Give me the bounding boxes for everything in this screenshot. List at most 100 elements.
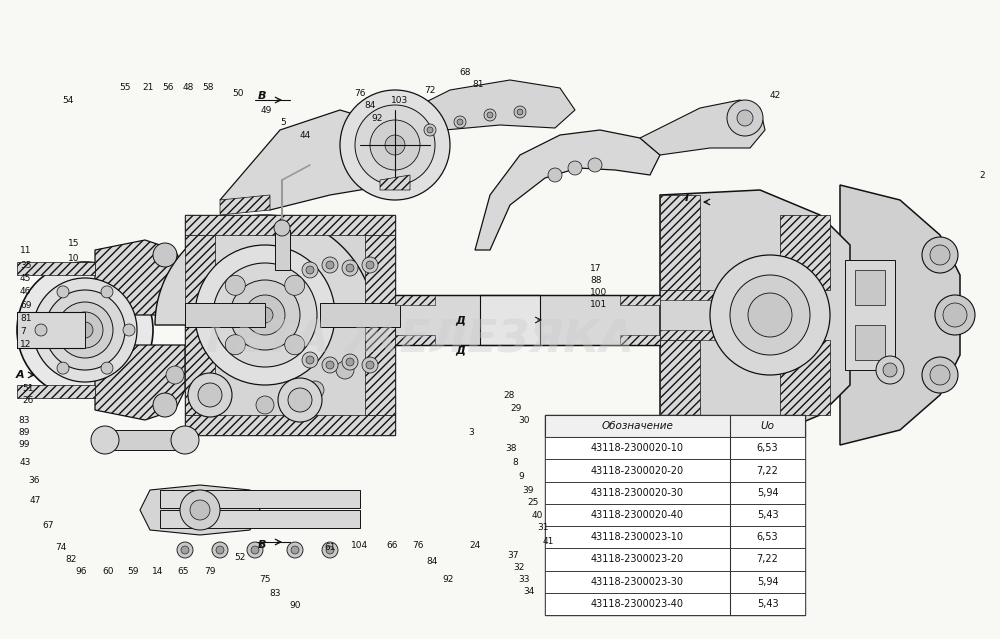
Text: 43118-2300020-30: 43118-2300020-30 [591, 488, 684, 498]
Text: 17: 17 [590, 263, 602, 272]
Text: 49: 49 [260, 105, 272, 114]
Text: 7,22: 7,22 [757, 555, 778, 564]
Circle shape [225, 275, 245, 295]
Circle shape [457, 119, 463, 125]
Text: 43118-2300023-10: 43118-2300023-10 [591, 532, 684, 543]
Circle shape [33, 278, 137, 382]
Bar [545, 459, 805, 482]
Text: 69: 69 [20, 300, 32, 309]
Text: 100: 100 [590, 288, 607, 296]
Circle shape [326, 361, 334, 369]
Circle shape [306, 356, 314, 364]
Circle shape [346, 264, 354, 272]
Circle shape [247, 542, 263, 558]
Circle shape [198, 383, 222, 407]
Circle shape [291, 546, 299, 554]
Circle shape [366, 361, 374, 369]
Circle shape [213, 263, 317, 367]
Text: 35: 35 [20, 261, 32, 270]
Circle shape [355, 105, 435, 185]
Bar [545, 548, 805, 571]
Circle shape [922, 237, 958, 273]
Circle shape [876, 356, 904, 384]
Circle shape [35, 324, 47, 336]
Circle shape [181, 546, 189, 554]
Text: 43118-2300020-10: 43118-2300020-10 [591, 443, 684, 453]
Text: Uo: Uo [761, 421, 774, 431]
Bar [545, 504, 805, 526]
Text: 52: 52 [234, 553, 246, 562]
Circle shape [517, 109, 523, 115]
Circle shape [285, 335, 305, 355]
Text: 10: 10 [68, 254, 80, 263]
Circle shape [340, 90, 450, 200]
Text: 32: 32 [513, 564, 524, 573]
Circle shape [306, 266, 314, 274]
Polygon shape [660, 290, 820, 300]
Text: 45: 45 [20, 273, 31, 282]
Polygon shape [155, 215, 375, 325]
Text: 29: 29 [510, 403, 521, 413]
Text: 46: 46 [20, 286, 31, 295]
Text: Обозначение: Обозначение [602, 421, 673, 431]
Bar [545, 526, 805, 548]
Bar [545, 593, 805, 615]
Text: 76: 76 [412, 541, 424, 550]
Bar [185, 303, 265, 327]
Circle shape [487, 112, 493, 118]
Circle shape [101, 286, 113, 298]
Circle shape [326, 546, 334, 554]
Circle shape [370, 120, 420, 170]
Text: 89: 89 [18, 427, 30, 436]
Text: 11: 11 [20, 245, 32, 254]
Text: 14: 14 [152, 567, 164, 576]
Text: 83: 83 [269, 589, 281, 597]
Circle shape [287, 542, 303, 558]
Circle shape [322, 257, 338, 273]
Circle shape [123, 324, 135, 336]
Circle shape [427, 127, 433, 133]
Circle shape [424, 124, 436, 136]
Text: 21: 21 [142, 82, 154, 91]
Text: В: В [258, 540, 266, 550]
Circle shape [67, 312, 103, 348]
Circle shape [922, 357, 958, 393]
Text: 72: 72 [424, 86, 436, 95]
Text: 54: 54 [62, 95, 74, 105]
Text: 81: 81 [472, 79, 484, 88]
Polygon shape [95, 240, 185, 315]
Circle shape [454, 116, 466, 128]
Text: 44: 44 [299, 130, 311, 139]
Text: 83: 83 [18, 415, 30, 424]
Circle shape [153, 243, 177, 267]
Circle shape [225, 335, 245, 355]
Text: 31: 31 [537, 523, 548, 532]
Circle shape [930, 365, 950, 385]
Circle shape [568, 161, 582, 175]
Text: 6,53: 6,53 [757, 443, 778, 453]
Text: 74: 74 [55, 544, 66, 553]
Text: 51: 51 [22, 383, 34, 392]
Polygon shape [660, 190, 850, 440]
Text: 42: 42 [770, 91, 781, 100]
Circle shape [153, 393, 177, 417]
Text: 40: 40 [532, 511, 543, 520]
Circle shape [230, 280, 300, 350]
Polygon shape [185, 215, 395, 235]
Text: 81: 81 [20, 314, 32, 323]
Polygon shape [840, 185, 960, 445]
Circle shape [57, 286, 69, 298]
Polygon shape [780, 215, 830, 290]
Circle shape [190, 500, 210, 520]
Bar [275, 230, 290, 270]
Circle shape [548, 168, 562, 182]
Text: 59: 59 [127, 567, 139, 576]
Circle shape [943, 303, 967, 327]
Text: ГЕТА ЖЕЛЕЗЯКА: ГЕТА ЖЕЛЕЗЯКА [206, 318, 634, 362]
Circle shape [285, 275, 305, 295]
Bar [545, 415, 805, 615]
Circle shape [216, 546, 224, 554]
Circle shape [45, 290, 125, 370]
Text: 24: 24 [469, 541, 481, 550]
Text: 41: 41 [543, 537, 554, 546]
